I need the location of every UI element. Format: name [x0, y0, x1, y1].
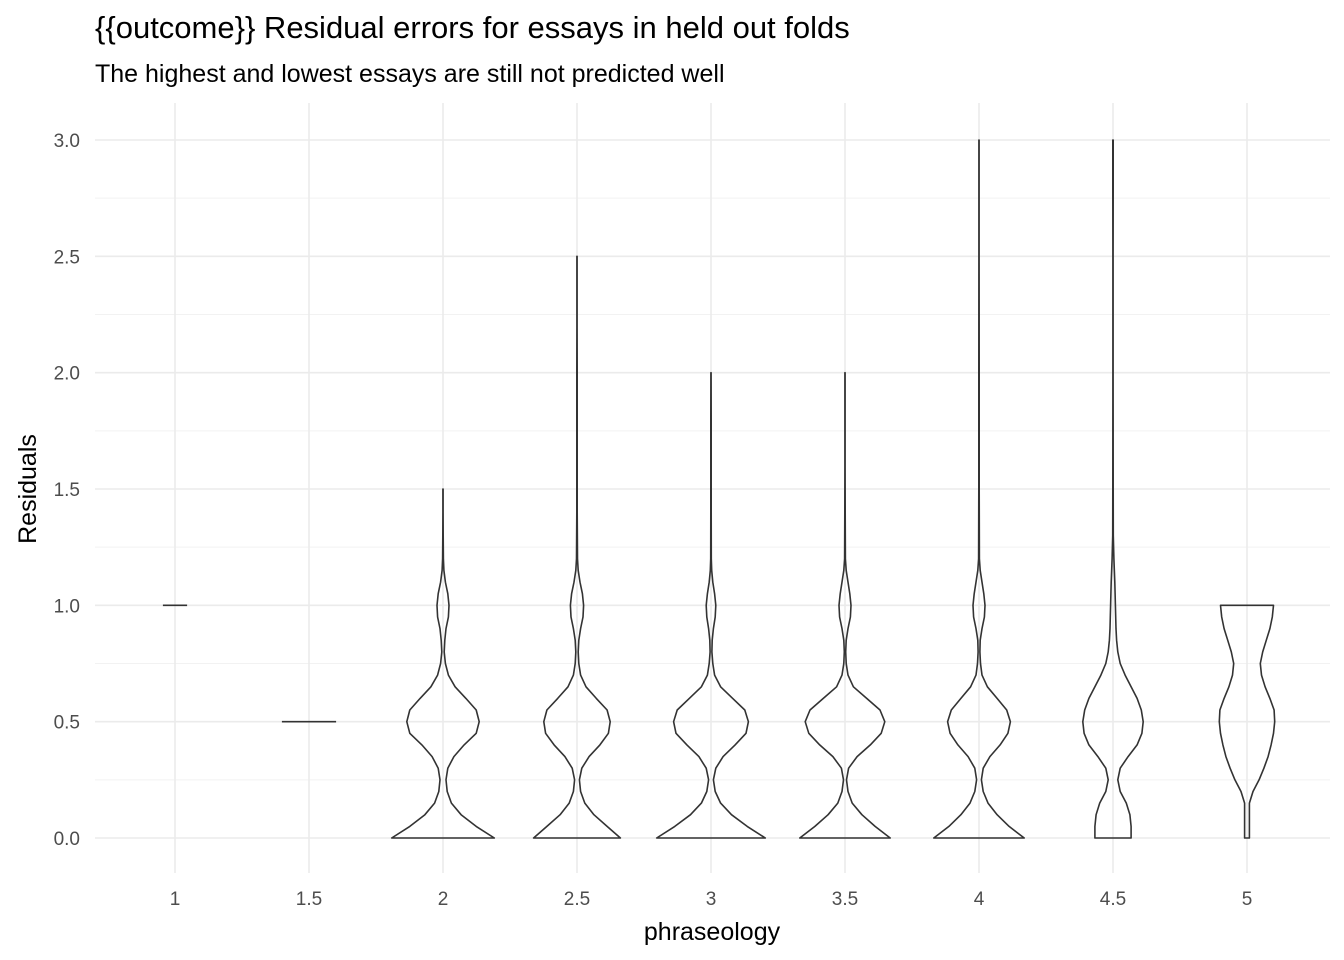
chart-subtitle: The highest and lowest essays are still … [95, 60, 725, 88]
y-tick-labels: 0.0 0.5 1.0 1.5 2.0 2.5 3.0 [54, 131, 80, 850]
y-tick-label: 2.0 [54, 364, 80, 385]
violin-2 [390, 488, 496, 839]
x-tick-label: 1 [170, 889, 181, 910]
violin-3 [655, 371, 767, 839]
violin-4 [933, 139, 1025, 839]
y-tick-label: 1.5 [54, 480, 80, 501]
violin-3.5 [799, 371, 891, 839]
x-tick-label: 3.5 [832, 889, 858, 910]
violin-layer [162, 139, 1276, 839]
x-tick-label: 2 [438, 889, 449, 910]
y-tick-label: 0.5 [54, 713, 80, 734]
y-axis-title: Residuals [14, 434, 42, 544]
violin-4.5 [1082, 139, 1144, 839]
y-tick-label: 2.5 [54, 247, 80, 268]
x-tick-labels: 1 1.5 2 2.5 3 3.5 4 4.5 5 [170, 889, 1253, 910]
x-tick-label: 1.5 [296, 889, 322, 910]
x-axis-title: phraseology [644, 918, 781, 946]
y-tick-label: 0.0 [54, 829, 80, 850]
x-tick-label: 3 [706, 889, 717, 910]
violin-2.5 [532, 255, 622, 839]
x-tick-label: 4 [974, 889, 985, 910]
grid-lines [95, 103, 1330, 873]
violin-5 [1218, 604, 1276, 839]
x-tick-label: 2.5 [564, 889, 590, 910]
chart-title: {{outcome}} Residual errors for essays i… [95, 10, 850, 45]
y-tick-label: 1.0 [54, 596, 80, 617]
x-tick-label: 4.5 [1100, 889, 1126, 910]
y-tick-label: 3.0 [54, 131, 80, 152]
x-tick-label: 5 [1242, 889, 1253, 910]
